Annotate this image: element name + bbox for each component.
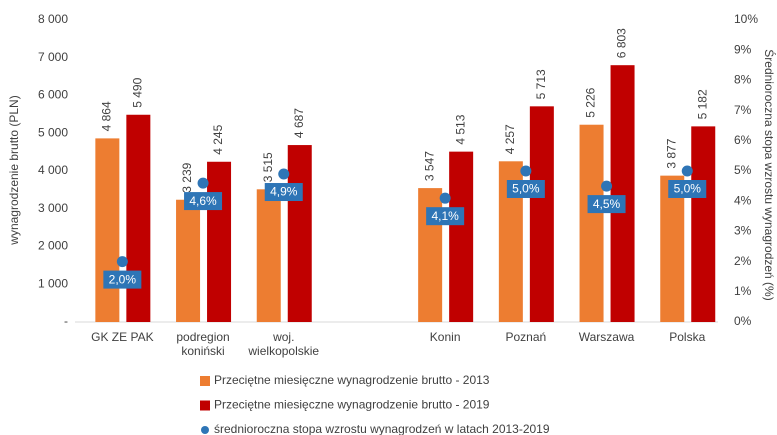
legend-marker [200, 400, 210, 411]
y2-tick-label: 0% [734, 314, 752, 328]
y-tick-label: 7 000 [38, 50, 68, 64]
bar [449, 151, 474, 322]
point-label-text: 4,5% [593, 197, 621, 211]
legend-marker [200, 376, 210, 386]
x-tick-label: Polska [669, 330, 705, 344]
bar [610, 65, 635, 322]
y2-tick-label: 8% [734, 73, 752, 87]
point [278, 168, 290, 180]
x-tick-label: Poznań [505, 330, 546, 344]
point [520, 165, 532, 177]
point-label-box [426, 207, 465, 226]
bar [287, 145, 312, 322]
point-label-box [668, 180, 707, 198]
legend-label: Przeciętne miesięczne wynagrodzenie brut… [214, 373, 490, 387]
data-label: 5 713 [534, 69, 548, 99]
y-tick-label: 3 000 [38, 201, 68, 215]
x-tick-label: Konin [430, 330, 461, 344]
point-label: 5,0% [668, 180, 707, 198]
legend-label: średnioroczna stopa wzrostu wynagrodzeń … [214, 422, 550, 435]
point-label: 4,1% [426, 207, 465, 226]
x-tick-label: GK ZE PAK [91, 330, 153, 344]
legend-marker [201, 426, 209, 434]
y2-tick-label: 7% [734, 103, 752, 117]
point [439, 192, 451, 204]
bar [95, 138, 120, 322]
point-label-box [587, 195, 626, 214]
point-label-text: 5,0% [512, 182, 540, 196]
point [197, 177, 209, 189]
y-tick-label: 6 000 [38, 88, 68, 102]
data-label: 4 257 [503, 124, 517, 154]
point-label-text: 4,9% [270, 185, 298, 199]
data-label: 3 515 [261, 152, 275, 182]
point-label-text: 4,6% [189, 194, 217, 208]
y2-tick-label: 2% [734, 254, 752, 268]
y2-tick-label: 3% [734, 224, 752, 238]
legend-label: Przeciętne miesięczne wynagrodzenie brut… [214, 398, 490, 412]
point-label-text: 4,1% [431, 209, 459, 223]
bar [207, 161, 232, 322]
bar [498, 161, 523, 322]
y-tick-label: 1 000 [38, 276, 68, 290]
data-label: 6 803 [615, 28, 629, 58]
point-label: 5,0% [506, 180, 545, 198]
point-label: 4,6% [184, 192, 223, 211]
data-label: 4 687 [292, 108, 306, 138]
point [681, 165, 693, 177]
bar [579, 124, 604, 322]
data-label: 5 182 [695, 89, 709, 119]
y2-tick-label: 5% [734, 163, 752, 177]
data-label: 5 226 [584, 87, 598, 117]
point [116, 256, 128, 268]
bar [691, 126, 716, 322]
point-label: 2,0% [103, 270, 142, 289]
data-label: 4 513 [453, 114, 467, 144]
bar [529, 106, 554, 322]
point-label-text: 2,0% [109, 272, 137, 286]
y2-tick-label: 10% [734, 12, 758, 26]
y2-tick-label: 9% [734, 42, 752, 56]
y2-tick-label: 1% [734, 284, 752, 298]
point-label: 4,5% [587, 195, 626, 214]
point-label-text: 5,0% [674, 182, 702, 196]
y-tick-label: 4 000 [38, 163, 68, 177]
y-tick-label: - [64, 314, 68, 328]
x-tick-label: podregion koniński [176, 330, 229, 358]
y-axis-title: wynagrodzenie brutto (PLN) [7, 95, 21, 245]
x-tick-label: woj. wielkopolskie [247, 330, 319, 358]
y2-tick-label: 4% [734, 193, 752, 207]
data-label: 4 864 [100, 101, 114, 131]
y-tick-label: 5 000 [38, 125, 68, 139]
data-label: 3 877 [664, 138, 678, 168]
y-tick-label: 2 000 [38, 239, 68, 253]
point-label-box [506, 180, 545, 198]
data-label: 5 490 [131, 77, 145, 107]
data-label: 3 547 [422, 151, 436, 181]
point [601, 180, 613, 192]
bar [176, 199, 201, 322]
data-label: 3 239 [180, 162, 194, 192]
x-tick-label: Warszawa [579, 330, 635, 344]
point-label-box [184, 192, 223, 211]
point-label: 4,9% [264, 183, 303, 202]
point-label-box [264, 183, 303, 202]
y-tick-label: 8 000 [38, 12, 68, 26]
bar [660, 175, 685, 322]
bar [256, 189, 281, 322]
data-label: 4 245 [211, 124, 225, 154]
point-label-box [103, 270, 142, 289]
y2-axis-title: Średnioroczna stopa wzrostu wynagrodzeń … [762, 49, 777, 300]
bar [126, 114, 151, 322]
y2-tick-label: 6% [734, 133, 752, 147]
